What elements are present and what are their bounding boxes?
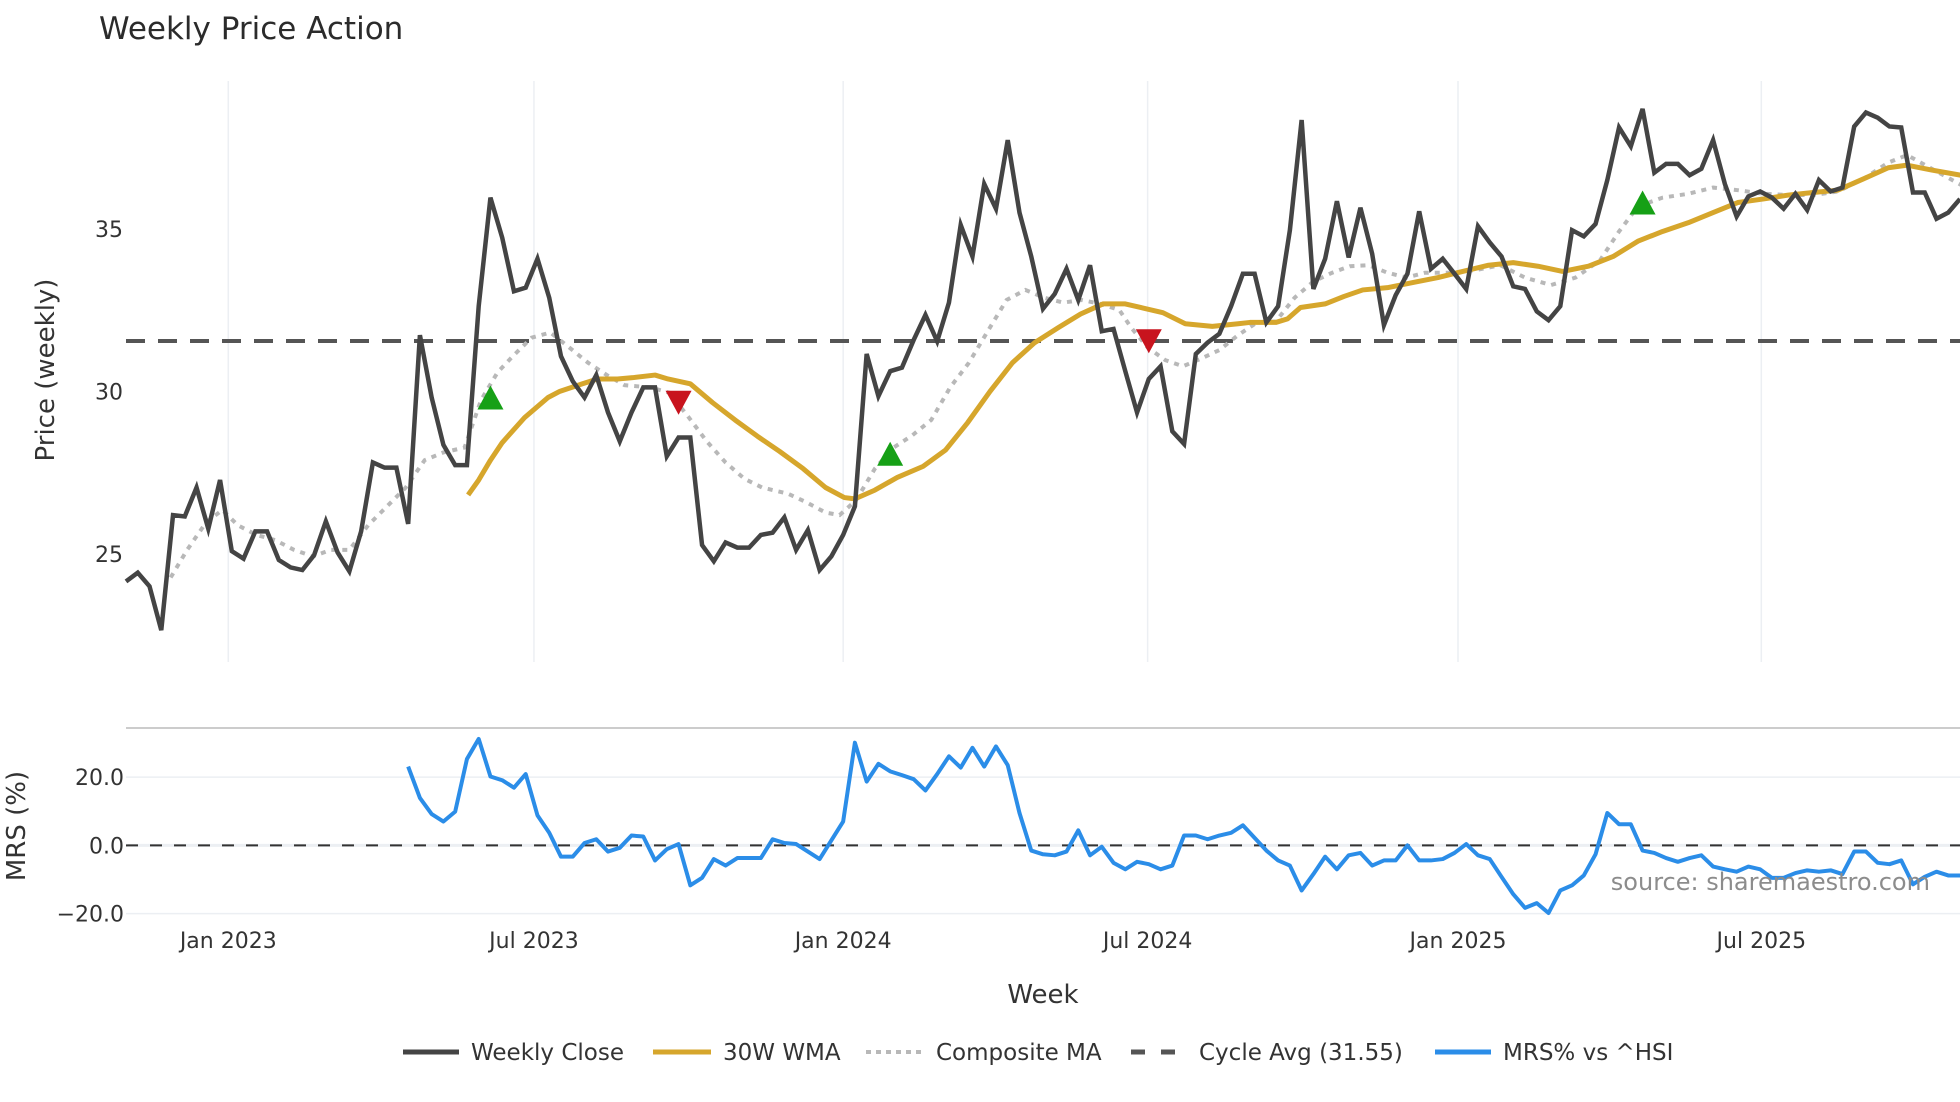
legend-item-label: Composite MA	[936, 1040, 1102, 1066]
legend-item-label: Weekly Close	[471, 1040, 624, 1066]
mrs-line	[406, 736, 1960, 915]
sell-signal-marker	[1135, 329, 1162, 354]
buy-signal-marker	[877, 441, 904, 466]
chart-title: Weekly Price Action	[99, 11, 403, 47]
price-panel	[124, 108, 1960, 631]
axes: Jan 2023 Jul 2023 Jan 2024 Jul 2024 Jan 2025…	[57, 218, 1807, 954]
x-tick-label: Jul 2023	[487, 929, 579, 954]
x-tick-label: Jan 2025	[1408, 929, 1507, 954]
x-tick-label: Jan 2024	[793, 929, 892, 954]
mrs-y-tick-label: 0.0	[89, 834, 124, 859]
legend-item-label: 30W WMA	[723, 1040, 841, 1066]
wma-30w-line	[466, 162, 1960, 502]
price-axis-title: Price (weekly)	[31, 279, 61, 462]
buy-signal-marker	[1629, 190, 1656, 215]
mrs-y-tick-label: −20.0	[57, 903, 124, 928]
legend-item-label: Cycle Avg (31.55)	[1199, 1040, 1403, 1066]
price-y-tick-label: 35	[95, 218, 123, 243]
x-tick-label: Jul 2024	[1101, 929, 1193, 954]
legend: Weekly Close 30W WMA Composite MA Cycle Avg…	[403, 1040, 1673, 1066]
mrs-panel	[126, 736, 1960, 915]
price-y-tick-label: 25	[95, 543, 123, 568]
composite-ma-line	[168, 152, 1960, 579]
buy-signal-marker	[477, 385, 504, 410]
x-tick-label: Jan 2023	[178, 929, 277, 954]
x-tick-label: Jul 2025	[1715, 929, 1807, 954]
sell-signal-marker	[665, 390, 692, 415]
legend-item-label: MRS% vs ^HSI	[1503, 1040, 1673, 1066]
weekly-close-line	[124, 108, 1960, 631]
mrs-axis-title: MRS (%)	[2, 771, 32, 881]
price-y-tick-label: 30	[95, 380, 123, 405]
mrs-y-tick-label: 20.0	[75, 766, 124, 791]
x-axis-title: Week	[1007, 980, 1078, 1010]
source-watermark: source: sharemaestro.com	[1611, 868, 1930, 896]
